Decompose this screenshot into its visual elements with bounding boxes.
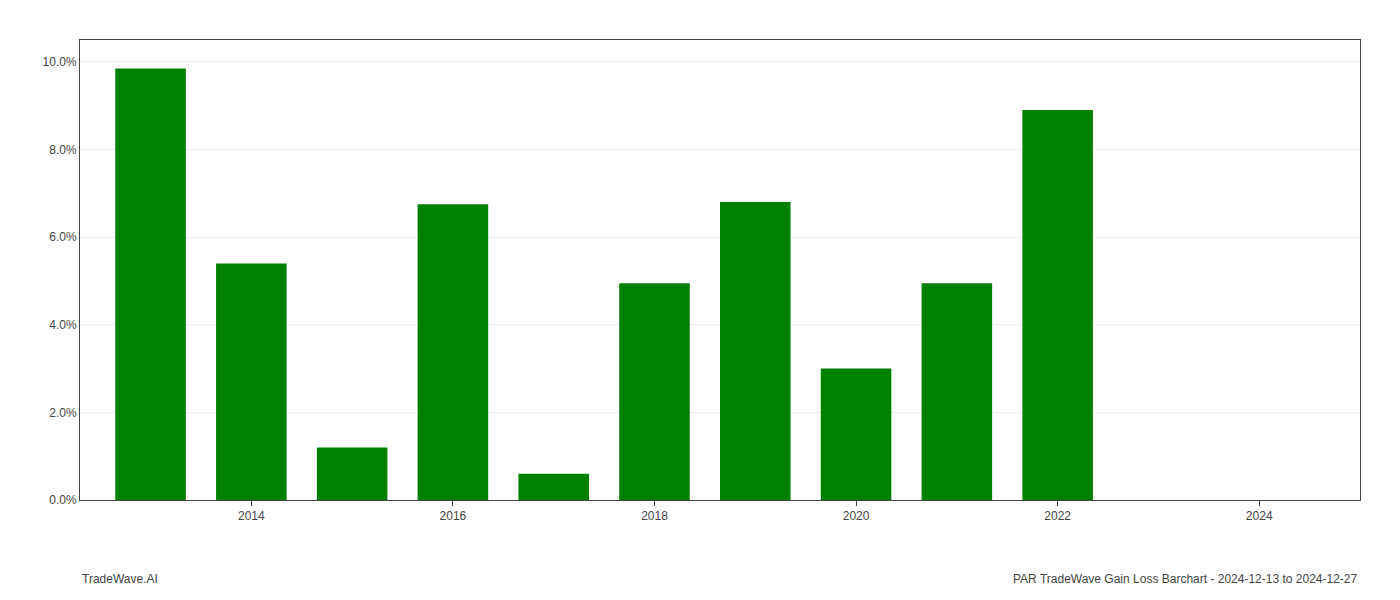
svg-text:2024: 2024 [1246, 509, 1273, 523]
svg-text:PAR TradeWave Gain Loss Barcha: PAR TradeWave Gain Loss Barchart - 2024-… [1013, 572, 1358, 586]
svg-text:2018: 2018 [641, 509, 668, 523]
svg-text:0.0%: 0.0% [49, 493, 77, 507]
svg-text:2014: 2014 [238, 509, 265, 523]
svg-text:TradeWave.AI: TradeWave.AI [82, 572, 158, 586]
svg-text:8.0%: 8.0% [49, 143, 77, 157]
svg-text:2022: 2022 [1044, 509, 1071, 523]
svg-text:2016: 2016 [440, 509, 467, 523]
svg-text:2.0%: 2.0% [49, 406, 77, 420]
svg-text:10.0%: 10.0% [43, 55, 77, 69]
svg-text:6.0%: 6.0% [49, 230, 77, 244]
svg-text:2020: 2020 [843, 509, 870, 523]
svg-text:4.0%: 4.0% [49, 318, 77, 332]
